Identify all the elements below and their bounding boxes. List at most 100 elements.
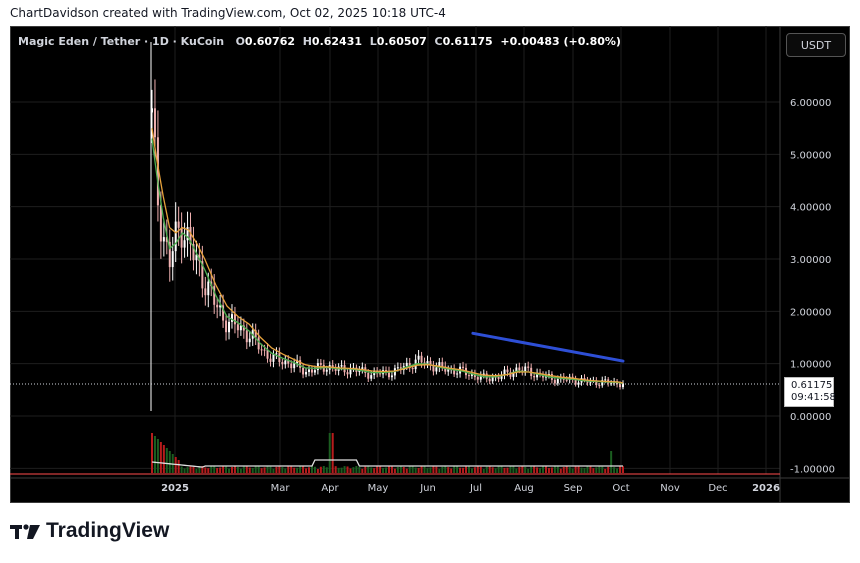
- candle-body: [281, 362, 284, 365]
- volume-bar: [210, 466, 213, 473]
- volume-bar: [367, 466, 370, 473]
- volume-bar: [385, 467, 388, 473]
- volume-bar: [586, 466, 589, 473]
- candle-body: [533, 375, 536, 378]
- candle-body: [405, 362, 408, 367]
- candle-body: [488, 378, 491, 382]
- candle-body: [239, 325, 242, 331]
- volume-bar: [450, 468, 453, 473]
- volume-bar: [201, 466, 204, 473]
- y-tick-label: 0.00000: [790, 412, 831, 423]
- candle-body: [527, 366, 530, 368]
- candle-body: [201, 261, 204, 289]
- candle-body: [189, 227, 192, 245]
- volume-bar: [423, 466, 426, 473]
- candle-body: [207, 281, 210, 296]
- candle-body: [233, 314, 236, 325]
- candle-body: [162, 237, 165, 242]
- volume-bar: [225, 466, 228, 473]
- volume-bar: [284, 468, 287, 473]
- volume-bar: [195, 468, 198, 473]
- volume-bar: [601, 466, 604, 473]
- volume-bar: [269, 466, 272, 473]
- x-tick-label: 2026: [752, 483, 780, 494]
- volume-bar: [465, 466, 467, 473]
- volume-bar: [542, 466, 545, 473]
- currency-button[interactable]: USDT: [786, 33, 846, 57]
- chart-panel[interactable]: [10, 26, 850, 503]
- volume-bar: [408, 466, 411, 473]
- candle-body: [213, 286, 216, 305]
- candle-body: [473, 373, 476, 378]
- volume-bar: [453, 466, 456, 473]
- candle-body: [242, 325, 245, 331]
- candle-body: [476, 377, 479, 380]
- low-label: L: [369, 35, 377, 48]
- candle-body: [334, 368, 337, 371]
- candle-body: [411, 367, 414, 370]
- volume-bar: [559, 468, 562, 473]
- volume-bar: [198, 466, 201, 473]
- volume-bar: [349, 468, 352, 473]
- x-tick-label: Mar: [271, 483, 291, 494]
- volume-bar: [151, 433, 153, 473]
- volume-bar: [239, 468, 242, 473]
- volume-bar: [553, 466, 556, 473]
- moving-average-line: [151, 138, 624, 385]
- volume-bar: [189, 466, 192, 473]
- volume-bar: [387, 466, 390, 473]
- volume-bar: [524, 466, 527, 473]
- moving-averages: [151, 128, 624, 385]
- volume-bar: [331, 433, 334, 473]
- volume-bar: [420, 466, 423, 473]
- volume-bar: [251, 468, 254, 473]
- volume-bar: [254, 466, 257, 473]
- x-tick-label: Aug: [514, 483, 534, 494]
- price-chart[interactable]: 2025 Mar Apr May Jun Jul Aug Sep Oct Nov Dec 2026 6.…: [10, 26, 850, 503]
- volume-bar: [322, 466, 325, 473]
- candle-body: [565, 379, 568, 381]
- candle-body: [536, 372, 539, 378]
- candle-body: [604, 379, 607, 381]
- candle-body: [151, 108, 153, 113]
- candle-body: [370, 375, 373, 379]
- tradingview-logo[interactable]: TradingView: [10, 519, 169, 543]
- volume-bar: [168, 451, 171, 473]
- change-value: +0.00483 (+0.80%): [500, 35, 621, 48]
- moving-average-line: [151, 128, 624, 384]
- y-tick-label: 3.00000: [790, 255, 831, 266]
- candle-body: [284, 360, 287, 365]
- candle-body: [174, 221, 177, 252]
- volume-bar: [337, 467, 340, 473]
- volume-bar: [399, 466, 402, 473]
- candle-body: [222, 305, 225, 321]
- candle-body: [219, 305, 222, 308]
- candle-body: [467, 375, 470, 377]
- candle-body: [574, 379, 577, 385]
- candle-body: [622, 383, 624, 388]
- volume-bar: [346, 466, 349, 473]
- volume-bar: [462, 467, 465, 473]
- volume-bar: [500, 466, 503, 473]
- candle-body: [269, 358, 272, 362]
- candle-body: [236, 324, 239, 331]
- candle-body: [177, 221, 180, 228]
- candle-body: [302, 367, 305, 375]
- volume-bar: [459, 467, 462, 473]
- volume-bar: [467, 466, 470, 473]
- x-tick-label: 2025: [161, 483, 189, 494]
- candle-body: [305, 371, 308, 375]
- candle-body: [171, 251, 174, 268]
- candle-body: [263, 349, 266, 351]
- candle-body: [396, 367, 399, 369]
- volume-bar: [414, 467, 417, 473]
- volume-bar: [393, 468, 396, 473]
- volume-bar: [313, 466, 316, 473]
- candle-body: [230, 314, 233, 322]
- volume-bar: [328, 433, 331, 473]
- candle-body: [429, 361, 432, 366]
- candle-body: [248, 338, 251, 343]
- volume-bar: [444, 466, 447, 473]
- candle-body: [583, 378, 586, 380]
- resistance-trendline: [471, 331, 625, 363]
